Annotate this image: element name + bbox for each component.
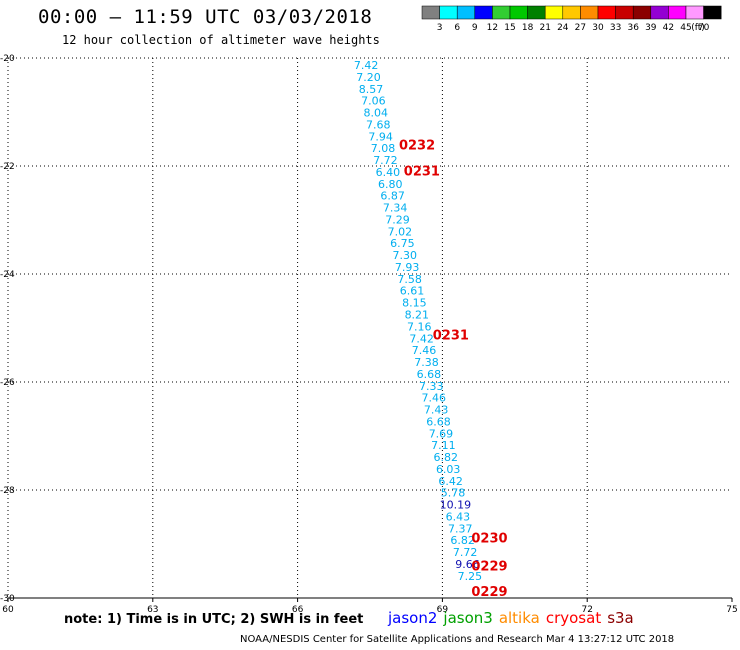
y-tick-label: -30 <box>0 594 15 604</box>
data-point-label: 7.20 <box>356 71 381 84</box>
time-annotation: 0229 <box>471 560 507 575</box>
time-annotation: 0231 <box>404 164 440 179</box>
scale-tick-label: 21 <box>539 23 550 33</box>
data-point-label: 7.42 <box>354 59 379 72</box>
source-credit: NOAA/NESDIS Center for Satellite Applica… <box>240 634 675 645</box>
data-point-label: 8.57 <box>359 83 384 96</box>
data-point-label: 7.34 <box>383 202 408 215</box>
data-point-label: 7.06 <box>361 95 386 108</box>
data-point-label: 7.30 <box>393 249 418 262</box>
scale-tick-label: 33 <box>610 23 621 33</box>
y-tick-label: -28 <box>0 486 15 496</box>
data-point-label: 7.72 <box>453 546 478 559</box>
data-point-label: 7.11 <box>431 439 456 452</box>
data-point-label: 7.46 <box>412 344 437 357</box>
legend-item-altika: altika <box>498 609 540 627</box>
color-scale: 3 6 9 12 15 18 21 24 27 30 33 36 39 42 45 70(ft) <box>421 5 722 33</box>
data-point-label: 6.42 <box>438 475 463 488</box>
data-point-label: 6.80 <box>378 178 403 191</box>
scale-unit: (ft) <box>691 23 705 33</box>
data-point-label: 7.29 <box>385 213 410 226</box>
x-tick-label: 75 <box>726 605 737 615</box>
data-point-label: 7.37 <box>448 522 473 535</box>
data-point-label: 10.19 <box>440 499 472 512</box>
legend-item-jason3: jason3 <box>443 609 493 627</box>
data-point-label: 7.43 <box>424 404 449 417</box>
data-point-label: 9.66 <box>455 558 480 571</box>
scale-tick-label: 39 <box>645 23 657 33</box>
legend-item-s3a: s3a <box>607 609 634 627</box>
data-point-label: 8.15 <box>402 297 427 310</box>
scale-tick-label: 36 <box>627 23 639 33</box>
data-point-label: 7.58 <box>397 273 422 286</box>
data-point-label: 6.61 <box>400 285 425 298</box>
scale-tick-label: 30 <box>592 23 604 33</box>
time-annotation: 0230 <box>471 532 507 547</box>
data-point-label: 7.42 <box>409 332 434 345</box>
scale-tick-label: 45 <box>680 23 691 33</box>
chart-title: 00:00 – 11:59 UTC 03/03/2018 <box>38 6 373 28</box>
data-point-label: 7.72 <box>373 154 398 167</box>
data-point-label: 6.87 <box>380 190 405 203</box>
data-point-label: 7.33 <box>419 380 444 393</box>
scale-swatch <box>703 5 722 20</box>
scale-tick-label: 70 <box>698 23 710 33</box>
x-tick-label: 66 <box>292 605 304 615</box>
y-tick-label: -24 <box>0 270 15 280</box>
time-annotation: 0232 <box>399 138 435 153</box>
footnote: note: 1) Time is in UTC; 2) SWH is in fe… <box>64 612 364 627</box>
data-point-label: 7.94 <box>368 130 393 143</box>
data-point-label: 6.43 <box>446 510 471 523</box>
x-tick-label: 72 <box>581 605 592 615</box>
data-point-label: 7.46 <box>421 392 446 405</box>
data-point-label: 6.82 <box>434 451 459 464</box>
scale-tick-label: 12 <box>487 23 498 33</box>
data-point-label: 6.03 <box>436 463 461 476</box>
scale-tick-label: 42 <box>663 23 674 33</box>
data-point-label: 8.21 <box>405 309 430 322</box>
data-point-label: 7.16 <box>407 320 432 333</box>
x-tick-label: 69 <box>437 605 449 615</box>
satellite-legend: jason2 jason3 altika cryosat s3a <box>388 609 640 627</box>
scale-tick-label: 6 <box>454 23 460 33</box>
scale-tick-label: 9 <box>472 23 478 33</box>
scale-tick-label: 15 <box>504 23 515 33</box>
data-point-label: 8.04 <box>364 107 389 120</box>
data-point-label: 7.25 <box>458 570 483 583</box>
scale-tick-label: 27 <box>575 23 586 33</box>
time-annotation: 0229 <box>471 585 507 600</box>
x-tick-label: 60 <box>2 605 14 615</box>
legend-item-jason2: jason2 <box>388 609 438 627</box>
data-point-label: 7.02 <box>388 225 413 238</box>
scale-tick-label: 18 <box>522 23 534 33</box>
legend-item-cryosat: cryosat <box>545 609 602 627</box>
y-tick-label: -20 <box>0 54 15 64</box>
time-annotation: 0231 <box>433 328 469 343</box>
chart-subtitle: 12 hour collection of altimeter wave hei… <box>62 33 380 47</box>
data-point-label: 6.40 <box>376 166 401 179</box>
data-point-label: 6.68 <box>426 415 451 428</box>
data-point-label: 6.82 <box>450 534 475 547</box>
y-tick-label: -26 <box>0 378 15 388</box>
data-point-label: 7.08 <box>371 142 396 155</box>
data-point-label: 7.93 <box>395 261 420 274</box>
y-tick-label: -22 <box>0 162 15 172</box>
data-point-label: 7.68 <box>366 118 391 131</box>
data-point-label: 5.78 <box>441 487 466 500</box>
data-point-label: 7.69 <box>429 427 454 440</box>
scale-tick-label: 24 <box>557 23 569 33</box>
data-point-label: 6.75 <box>390 237 415 250</box>
x-tick-label: 63 <box>147 605 158 615</box>
data-point-label: 6.68 <box>417 368 442 381</box>
data-point-label: 7.38 <box>414 356 439 369</box>
scale-tick-label: 3 <box>437 23 443 33</box>
